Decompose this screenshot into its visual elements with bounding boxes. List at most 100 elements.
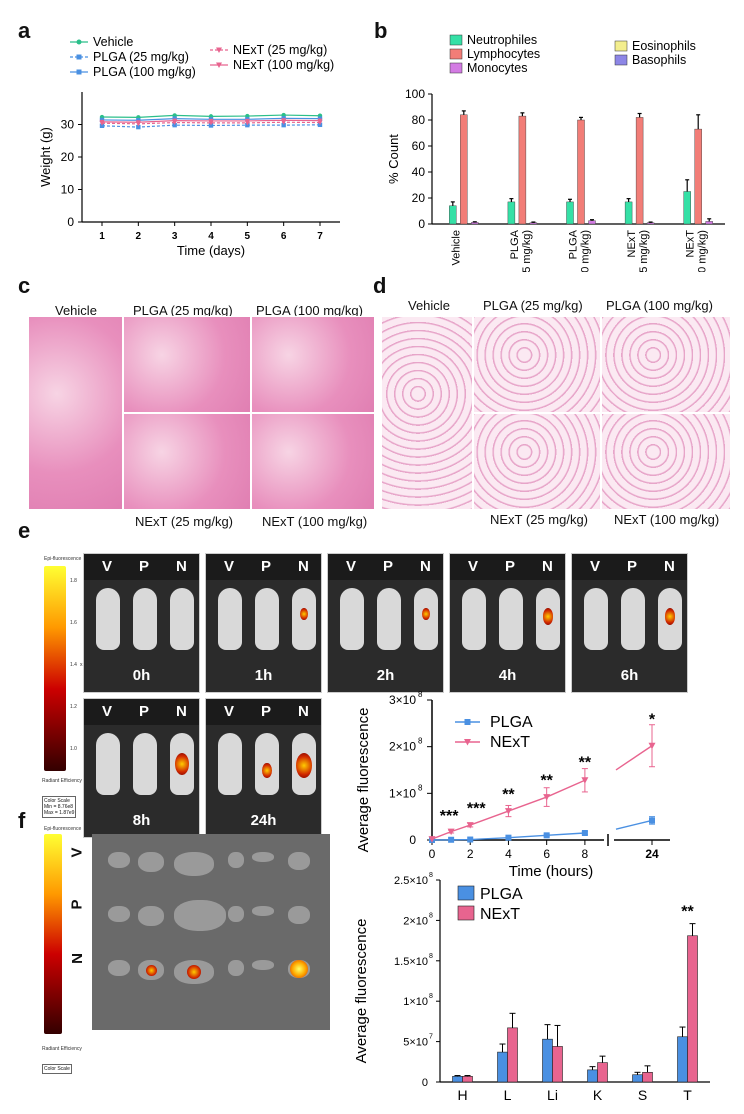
legend-swatch xyxy=(614,40,628,52)
row-label-n: N xyxy=(68,953,86,964)
fluorescence-signal xyxy=(664,608,676,626)
organ-sample xyxy=(252,852,274,862)
mouse-label-n: N xyxy=(542,558,553,575)
y-tick-label: 20 xyxy=(61,150,75,164)
bar xyxy=(507,201,516,225)
x-tick-label: Vehicle xyxy=(450,230,462,265)
y-axis-label: % Count xyxy=(386,134,401,184)
mouse-label-p: P xyxy=(139,703,150,720)
bar xyxy=(552,1046,563,1083)
mouse-label-p: P xyxy=(627,558,638,575)
data-point xyxy=(467,836,474,843)
y-tick-exponent: 8 xyxy=(429,953,433,960)
bar xyxy=(542,1038,553,1083)
y-tick-label: 2×10 xyxy=(389,740,416,754)
data-point xyxy=(99,123,105,128)
x-tick-label: NExT xyxy=(685,230,697,258)
x-tick-label: 3 xyxy=(172,231,178,242)
lung-image-vehicle xyxy=(381,316,473,510)
legend-label: Basophils xyxy=(632,53,686,67)
legend-label: Neutrophiles xyxy=(467,33,537,47)
lung-image-plga25 xyxy=(473,316,601,413)
e-scale-tick: 1.4 xyxy=(70,662,77,668)
fluorescence-signal xyxy=(296,753,312,778)
mouse-label-p: P xyxy=(261,703,272,720)
bar xyxy=(683,191,691,225)
mouse-label-p: P xyxy=(261,558,272,575)
lung-label-plga25: PLGA (25 mg/kg) xyxy=(483,298,583,313)
legend-label: NExT (25 mg/kg) xyxy=(233,43,327,57)
legend-label: PLGA xyxy=(490,714,533,731)
organ-ex-vivo-image: V P N xyxy=(69,834,330,1030)
mouse-label-v: V xyxy=(224,703,235,720)
mouse-silhouette xyxy=(377,588,401,650)
data-point xyxy=(99,119,105,125)
imaging-frame-4h: V P N 4h xyxy=(449,553,566,693)
y-tick-label: 0 xyxy=(409,833,416,847)
series-line xyxy=(431,779,586,840)
timepoint-label: 6h xyxy=(620,667,639,684)
bar xyxy=(588,220,596,225)
mouse-label-v: V xyxy=(224,558,235,575)
organ-sample xyxy=(138,906,164,926)
panel-e-letter: e xyxy=(18,518,31,543)
f-color-scale-label: Color Scale xyxy=(44,1066,70,1072)
timepoint-label: 2h xyxy=(376,667,395,684)
e-color-scale-bar xyxy=(44,566,66,771)
mouse-silhouette xyxy=(218,588,242,650)
mouse-label-n: N xyxy=(298,703,309,720)
bar xyxy=(642,1072,653,1083)
mouse-label-n: N xyxy=(298,558,309,575)
data-point xyxy=(317,118,323,124)
row-label-v: V xyxy=(68,847,86,858)
f-color-scale-bar xyxy=(44,834,62,1034)
e-scale-max: Max = 1.87e9 xyxy=(44,810,75,816)
y-axis-label: Average fluorescence xyxy=(353,919,370,1064)
legend-label: Eosinophils xyxy=(632,39,696,53)
fluorescence-signal xyxy=(187,965,201,979)
mouse-silhouette xyxy=(255,588,279,650)
e-scale-info: Color Scale Min = 8.76e8 Max = 1.87e9 xyxy=(42,796,77,818)
mouse-silhouette xyxy=(462,588,486,650)
data-point xyxy=(244,118,250,124)
timepoint-label: 24h xyxy=(250,812,277,829)
timepoint-label: 1h xyxy=(254,667,273,684)
data-point xyxy=(136,124,141,130)
legend-marker xyxy=(464,719,471,725)
x-tick-label: L xyxy=(504,1087,512,1103)
x-tick-label: (25 mg/kg) xyxy=(638,230,650,272)
fluorescence-signal xyxy=(290,960,308,978)
bar xyxy=(597,1062,608,1083)
x-tick-label: Li xyxy=(547,1087,558,1103)
organ-sample xyxy=(108,960,130,976)
bar xyxy=(694,128,702,225)
lung-label-next25: NExT (25 mg/kg) xyxy=(490,512,589,527)
liver-image-plga100 xyxy=(251,316,375,413)
lung-label-plga100: PLGA (100 mg/kg) xyxy=(606,298,713,313)
e-scale-title: Epi-fluorescence xyxy=(44,556,82,562)
x-tick-label: PLGA xyxy=(568,229,580,259)
y-tick-label: 0 xyxy=(418,217,425,231)
timepoint-label: 4h xyxy=(498,667,517,684)
significance-label: ** xyxy=(502,786,515,803)
lung-label-vehicle: Vehicle xyxy=(408,298,450,313)
frame-header xyxy=(206,554,321,580)
legend-marker xyxy=(76,69,82,75)
lung-image-next100 xyxy=(601,413,731,510)
organ-sample xyxy=(138,852,164,872)
data-point xyxy=(581,777,589,784)
x-tick-label: 4 xyxy=(208,231,214,242)
legend-label: PLGA (100 mg/kg) xyxy=(93,65,196,79)
liver-label-next100: NExT (100 mg/kg) xyxy=(262,514,368,529)
y-tick-label: 2×10 xyxy=(403,915,428,927)
legend-label: Monocytes xyxy=(467,61,527,75)
data-point xyxy=(208,123,214,128)
fluorescence-signal xyxy=(542,608,554,626)
y-axis-label: Weight (g) xyxy=(38,127,53,187)
fluorescence-signal xyxy=(422,608,430,621)
data-point xyxy=(428,836,436,843)
bar xyxy=(705,221,713,225)
e-scale-tick: 1.6 xyxy=(70,620,77,626)
imaging-frame-24h: V P N 24h xyxy=(205,698,322,838)
significance-label: ** xyxy=(540,772,553,789)
